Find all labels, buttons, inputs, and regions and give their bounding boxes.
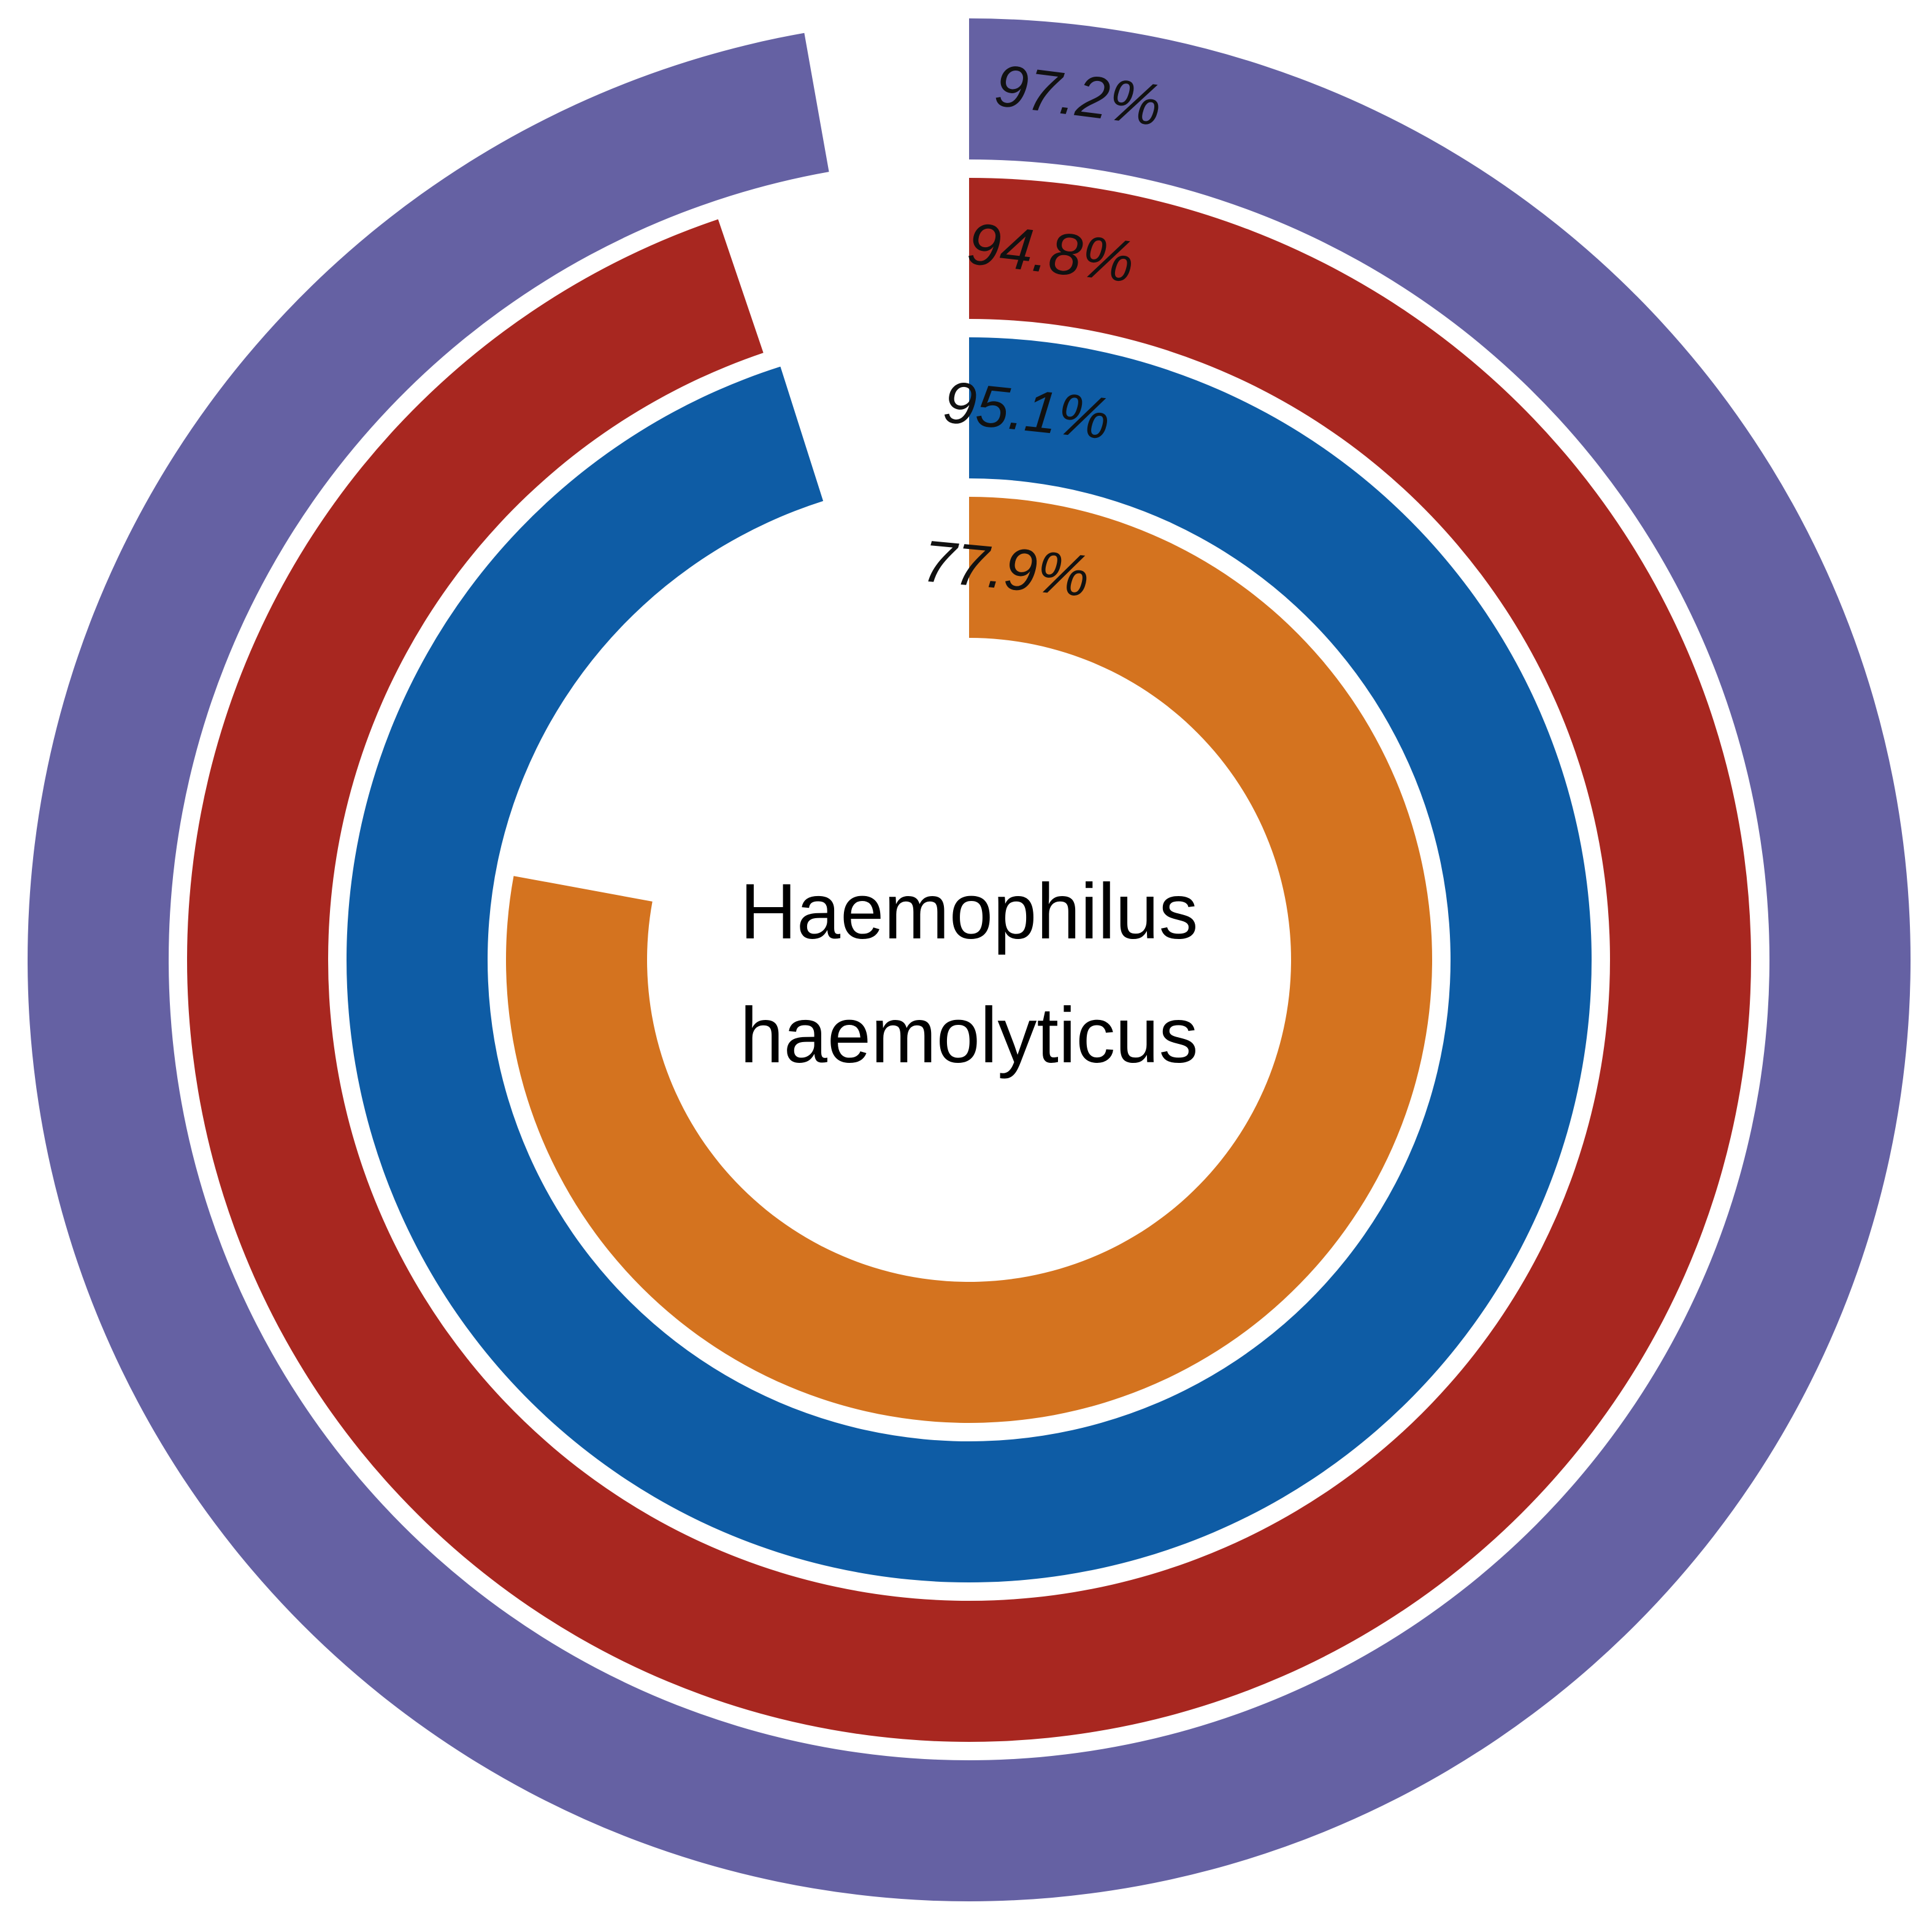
value-label-4: 77.9%	[920, 528, 1092, 609]
center-label-line-1: Haemophilus	[740, 868, 1198, 956]
center-label-line-2: haemolyticus	[740, 992, 1198, 1079]
ring-group	[28, 18, 1911, 1901]
ring-arc-4	[505, 497, 1433, 1424]
